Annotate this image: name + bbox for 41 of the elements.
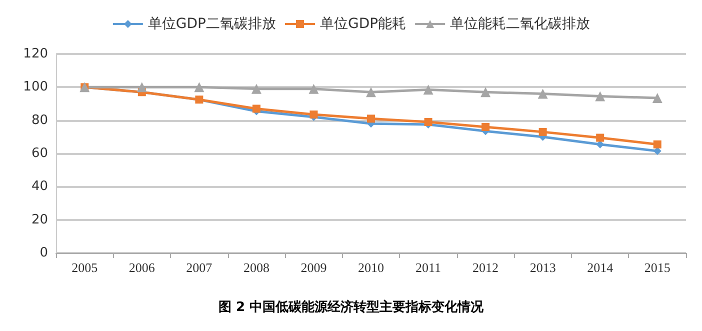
- point: [136, 82, 147, 92]
- point: [252, 104, 260, 113]
- x-tick-label: 2007: [186, 260, 213, 275]
- point: [482, 122, 490, 131]
- text: 图 2 中国低碳能源经济转型主要指标变化情况: [218, 299, 485, 315]
- y-tick-label: 120: [23, 46, 48, 62]
- point: [308, 84, 319, 94]
- point: [480, 87, 491, 98]
- point: [424, 118, 432, 126]
- y-tick-label: 60: [31, 146, 48, 161]
- x-tick-label: 2015: [644, 260, 670, 275]
- point: [251, 84, 262, 94]
- point: [423, 84, 434, 95]
- point: [366, 87, 376, 98]
- y-tick-label: 100: [23, 80, 48, 95]
- point: [538, 88, 548, 99]
- point: [538, 128, 547, 136]
- x-tick-label: 2010: [358, 260, 384, 275]
- x-tick-label: 2008: [243, 260, 270, 275]
- x-tick-label: 2009: [300, 260, 327, 275]
- x-tick-label: 2013: [530, 260, 556, 275]
- point: [653, 140, 662, 148]
- x-tick-label: 2006: [128, 260, 156, 275]
- point: [595, 91, 606, 102]
- legend-label: 单位GDP能耗: [320, 16, 406, 32]
- y-tick-label: 80: [31, 112, 48, 128]
- point: [310, 110, 318, 119]
- x-tick-label: 2014: [587, 260, 614, 275]
- point: [653, 147, 662, 156]
- y-tick-label: 40: [31, 179, 48, 194]
- x-tick-label: 2005: [72, 260, 98, 275]
- y-tick-label: 20: [31, 212, 48, 228]
- x-tick-label: 2011: [416, 260, 442, 275]
- point: [652, 92, 662, 103]
- legend-label: 单位能耗二氧化碳排放: [450, 16, 590, 32]
- point: [596, 134, 604, 142]
- x-tick-label: 2012: [472, 260, 499, 275]
- point: [194, 82, 204, 92]
- y-tick-label: 0: [40, 246, 48, 260]
- legend-label: 单位GDP二氧碳排放: [148, 16, 276, 32]
- point: [367, 114, 375, 123]
